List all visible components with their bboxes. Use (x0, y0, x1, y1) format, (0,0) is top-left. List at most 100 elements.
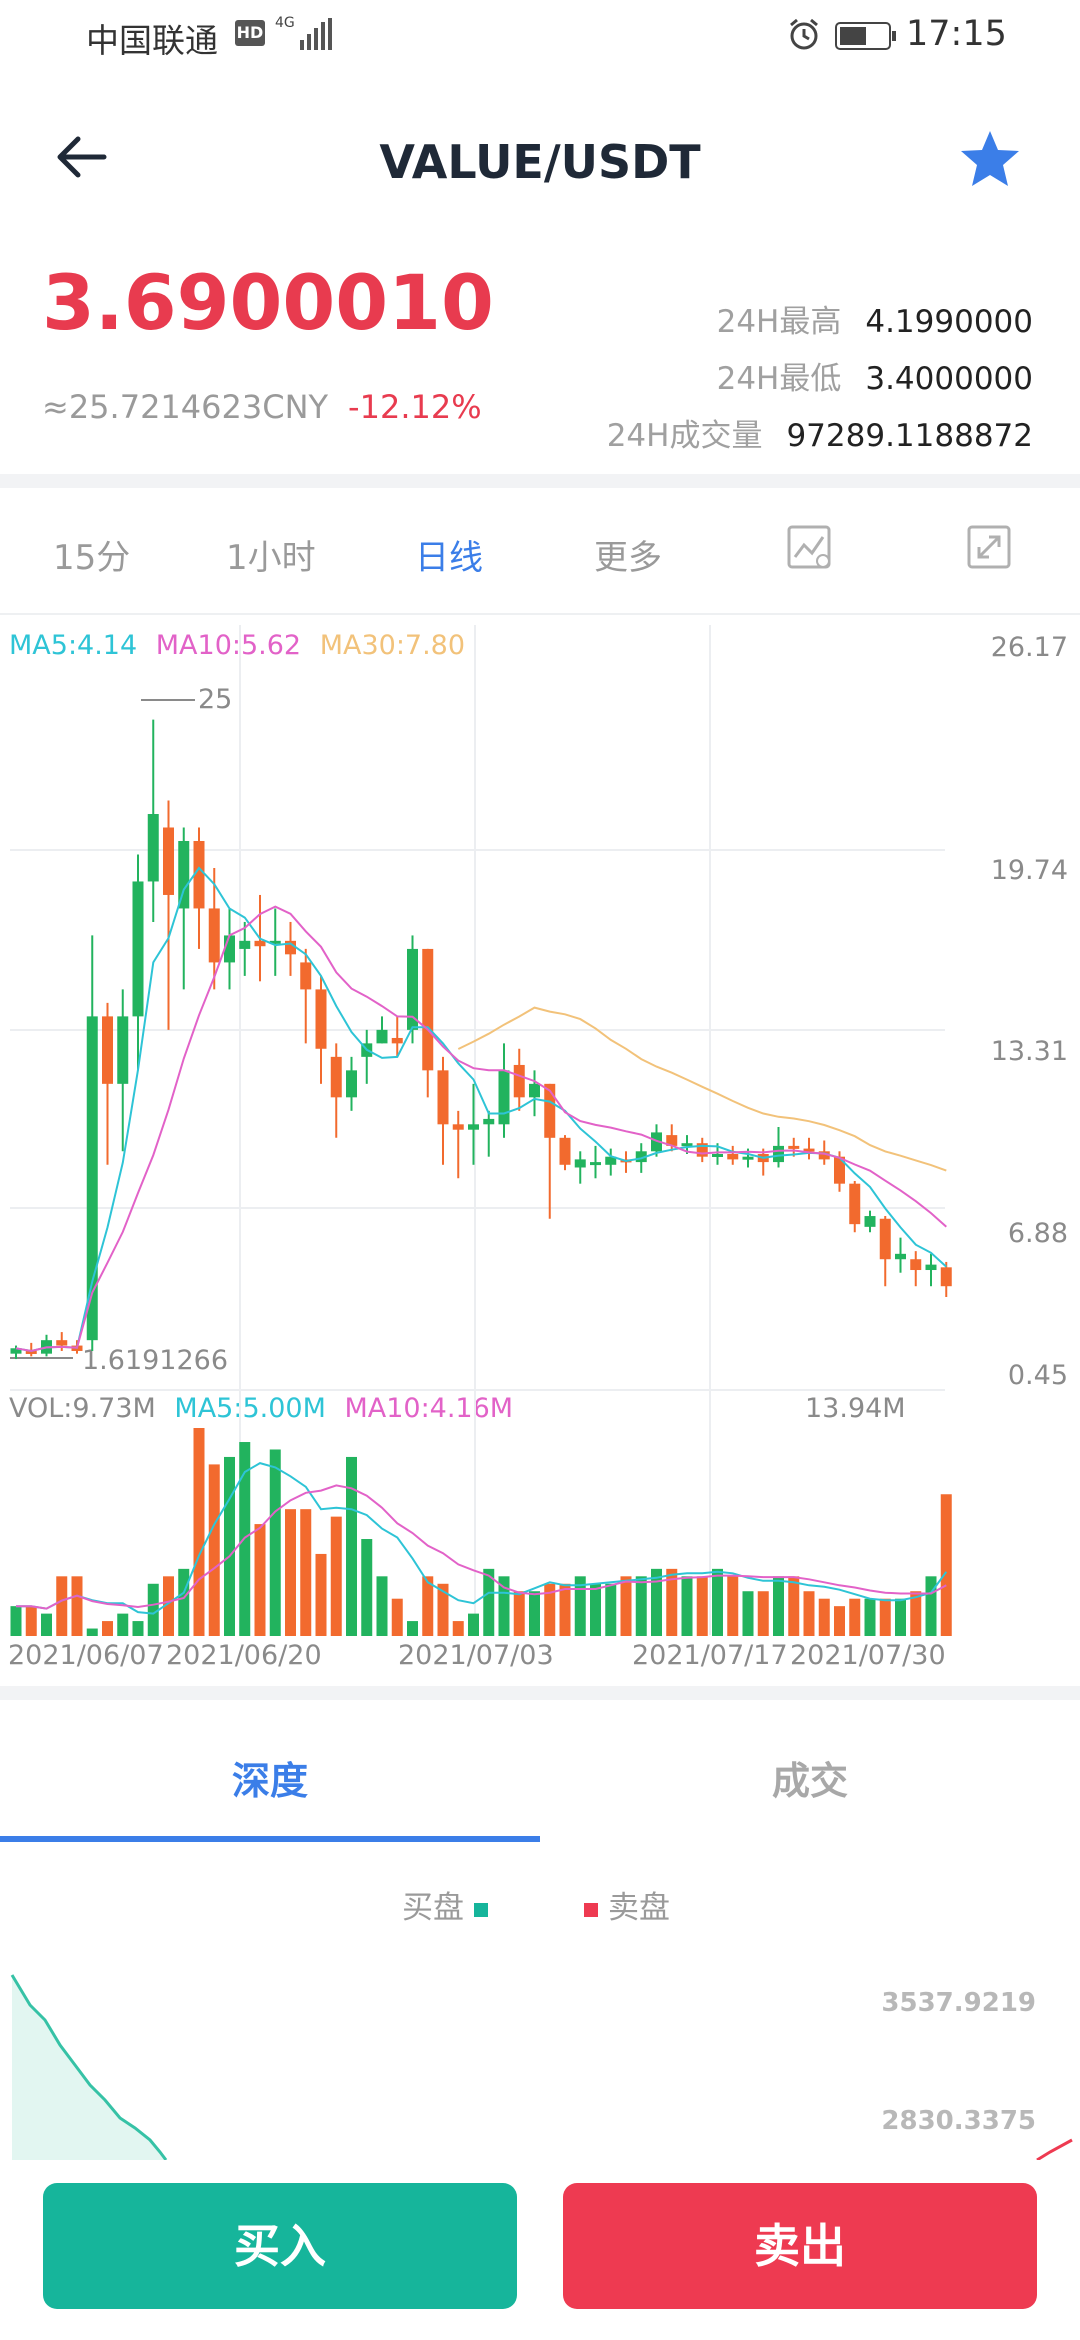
volume-bar (559, 1583, 571, 1636)
candle-body (437, 1070, 449, 1125)
candle-body (147, 814, 159, 882)
volume-bar (102, 1621, 113, 1636)
volume-bar (330, 1516, 342, 1636)
max-marker-label: 25 (198, 684, 233, 715)
candle-body (803, 1148, 815, 1152)
volume-bar (391, 1598, 403, 1636)
candle-body (132, 881, 144, 1017)
volume-bar (315, 1553, 327, 1636)
candle-body (422, 948, 434, 1071)
back-arrow-icon[interactable] (52, 127, 112, 187)
candle-body (696, 1143, 708, 1157)
volume-legend: VOL:9.73M MA5:5.00M MA10:4.16M (9, 1393, 513, 1424)
legend-buy-label: 买盘 (402, 1890, 464, 1926)
volume-bar (544, 1583, 556, 1636)
volume-bar (925, 1576, 937, 1636)
candle-body (376, 1029, 388, 1044)
candle-body (452, 1124, 464, 1130)
volume-bar (361, 1539, 373, 1636)
volume-bar (818, 1598, 830, 1636)
volume-bar (498, 1576, 510, 1636)
volume-bar (742, 1591, 754, 1636)
candle-body (940, 1267, 952, 1287)
pair-title: VALUE/USDT (379, 135, 701, 189)
volume-bar (407, 1621, 418, 1636)
candle-body (773, 1145, 784, 1163)
volume-bar (864, 1598, 876, 1636)
depth-axis-mid: 2830.3375 (881, 2106, 1036, 2136)
volume-bar (71, 1576, 83, 1636)
tab-daily[interactable]: 日线 (415, 538, 483, 578)
depth-tabs: 深度 成交 (0, 1700, 1080, 1850)
volume-bar (254, 1524, 266, 1636)
volume-bar (803, 1591, 815, 1636)
x-tick-4: 2021/07/30 (790, 1640, 946, 1671)
fullscreen-icon[interactable] (967, 525, 1013, 571)
candle-body (742, 1156, 754, 1160)
volume-bar (910, 1591, 922, 1636)
sell-depth-line (1036, 2138, 1073, 2160)
ma30-line (457, 1006, 947, 1172)
low-value: 3.4000000 (865, 361, 1033, 397)
ma10-value: MA10:5.62 (155, 630, 302, 661)
volume-bar (773, 1576, 784, 1636)
candle-body (559, 1137, 571, 1165)
volume-bar (513, 1591, 525, 1636)
kline-chart[interactable] (0, 615, 1080, 1645)
y-tick-1: 19.74 (990, 855, 1068, 886)
hd-badge: HD (235, 20, 265, 46)
tab-15min[interactable]: 15分 (53, 538, 131, 578)
section-divider-2 (0, 1686, 1080, 1700)
candle-body (605, 1156, 617, 1165)
tab-trades[interactable]: 成交 (771, 1759, 848, 1803)
volume-bar (788, 1576, 800, 1636)
candle-body (681, 1143, 693, 1147)
last-price: 3.6900010 (42, 258, 494, 347)
volume-bar (468, 1613, 479, 1636)
volume-bar (41, 1613, 52, 1636)
candle-body (300, 962, 312, 990)
candle-body (315, 989, 327, 1049)
favorite-star-icon[interactable] (958, 127, 1022, 191)
volume-ma10-line (16, 1484, 947, 1610)
candle-body (529, 1083, 540, 1098)
x-tick-0: 2021/06/07 (8, 1640, 164, 1671)
battery-icon (835, 22, 896, 50)
candle-body (391, 1037, 403, 1044)
tab-depth[interactable]: 深度 (231, 1759, 308, 1803)
volume-bar (529, 1591, 540, 1636)
volume-bar (483, 1568, 495, 1636)
depth-chart (10, 1974, 1073, 2160)
candle-body (498, 1070, 510, 1125)
ticker-stats: 24H最高 4.1990000 24H最低 3.4000000 24H成交量 9728… (607, 296, 1033, 467)
volume-bar (10, 1606, 22, 1636)
tab-1hour[interactable]: 1小时 (226, 538, 316, 578)
volume-bar (147, 1583, 159, 1636)
buy-button[interactable]: 买入 (43, 2183, 517, 2309)
candle-body (727, 1153, 739, 1160)
candle-body (25, 1350, 37, 1354)
candle-body (330, 1056, 342, 1098)
candle-body (407, 948, 418, 1030)
legend-buy: 买盘 (402, 1882, 488, 1927)
volume-bar (681, 1576, 693, 1636)
high-label: 24H最高 (716, 304, 842, 340)
tab-more[interactable]: 更多 (594, 538, 662, 578)
legend-sell-label: 卖盘 (608, 1890, 670, 1926)
volume-bar (712, 1568, 723, 1636)
volume-bar (422, 1576, 434, 1636)
ma5-value: MA5:4.14 (9, 630, 138, 661)
candle-body (864, 1216, 876, 1227)
ma-legend: MA5:4.14 MA10:5.62 MA30:7.80 (9, 630, 465, 661)
candle-body (483, 1118, 495, 1125)
volume-bar (132, 1621, 144, 1636)
carrier-name: 中国联通 (86, 21, 218, 60)
sell-button[interactable]: 卖出 (563, 2183, 1037, 2309)
volume-bar (574, 1576, 586, 1636)
volume-bar (849, 1598, 861, 1636)
volume-max-label: 13.94M (805, 1393, 906, 1424)
volume-series (10, 1428, 952, 1636)
indicator-settings-icon[interactable] (787, 525, 833, 571)
price-cny: ≈25.7214623CNY (42, 388, 329, 426)
candle-body (269, 940, 281, 944)
